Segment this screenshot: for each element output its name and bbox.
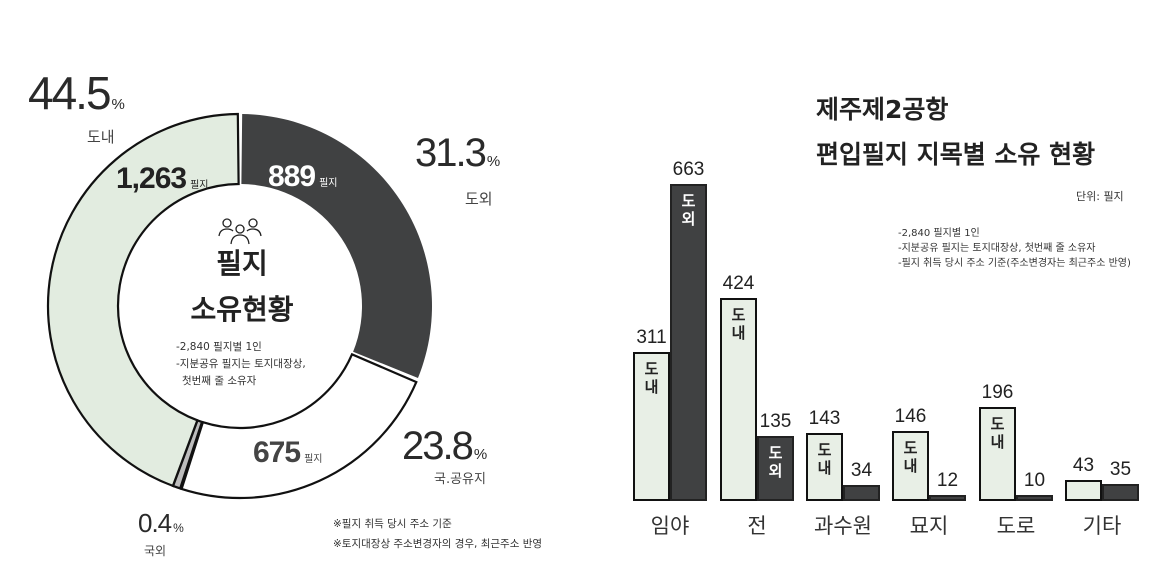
- foreign-label: 국외: [144, 544, 167, 558]
- donut-footnotes: ※필지 취득 당시 주소 기준 ※토지대장상 주소변경자의 경우, 최근주소 반…: [333, 514, 542, 554]
- bar-inlabel-outside: 도 외: [681, 192, 696, 228]
- bar-outside-1: [757, 436, 794, 501]
- bar-domestic-5: [1065, 480, 1102, 501]
- domestic-value: 1,263 필지: [116, 164, 208, 194]
- public-percent: 23.8%: [402, 426, 487, 466]
- bar-value-outside: 135: [759, 411, 792, 433]
- unit-label: 필지: [304, 454, 323, 465]
- center-notes: -2,840 필지별 1인 -지분공유 필지는 토지대장상, 첫번째 줄 소유자: [176, 339, 306, 390]
- unit-label: 단위: 필지: [1076, 190, 1124, 203]
- bar-domestic-2: [806, 432, 843, 501]
- domestic-percent-value: 44.5: [28, 67, 112, 119]
- domestic-percent: 44.5%: [28, 70, 125, 116]
- people-group-icon: [217, 216, 263, 246]
- center-note: -2,840 필지별 1인: [176, 341, 262, 353]
- bar-value-domestic: 311: [636, 327, 667, 349]
- bar-value-outside: 12: [936, 470, 959, 491]
- center-note: -지분공유 필지는 토지대장상,: [176, 358, 306, 370]
- bar-inlabel-outside: 도 외: [768, 444, 783, 481]
- bar-inlabel-domestic: 도 내: [731, 306, 746, 343]
- outside-label: 도외: [465, 190, 493, 208]
- unit-label: 필지: [319, 178, 338, 189]
- foreign-percent: 0.4%: [138, 510, 184, 536]
- outside-percent: 31.3%: [415, 133, 500, 173]
- bar-value-outside: 10: [1023, 470, 1046, 491]
- bar-value-domestic: 143: [808, 407, 841, 429]
- x-axis-label: 도로: [996, 514, 1036, 538]
- donut-segment-public: [180, 352, 418, 500]
- bar-outside-5: [1102, 484, 1139, 501]
- bar-value-outside: 34: [850, 459, 873, 481]
- outside-value: 889 필지: [268, 162, 337, 192]
- bar-inlabel-domestic: 도 내: [644, 360, 659, 397]
- unit-label: 필지: [190, 180, 209, 191]
- percent-sign: %: [111, 96, 125, 113]
- chart-note: -지분공유 필지는 토지대장상, 첫번째 줄 소유자: [898, 243, 1096, 254]
- public-label: 국.공유지: [434, 472, 486, 487]
- bar-value-domestic: 146: [894, 406, 927, 428]
- bar-value-domestic: 43: [1072, 455, 1095, 477]
- footnote: ※토지대장상 주소변경자의 경우, 최근주소 반영: [333, 538, 543, 550]
- bar-inlabel-domestic: 도 내: [903, 439, 918, 476]
- bar-outside-2: [843, 484, 880, 501]
- center-title-line2: 소유현황: [190, 293, 294, 326]
- chart-note: -2,840 필지별 1인: [898, 228, 980, 239]
- center-note: 첫번째 줄 소유자: [182, 375, 257, 387]
- bar-inlabel-domestic: 도 내: [990, 415, 1005, 452]
- x-axis-label: 과수원: [814, 514, 872, 538]
- public-count: 675: [253, 436, 301, 469]
- bar-domestic-3: [892, 431, 929, 501]
- percent-sign: %: [173, 521, 184, 535]
- x-axis-label: 전: [747, 514, 767, 538]
- foreign-percent-value: 0.4: [138, 508, 172, 538]
- x-axis-label: 묘지: [909, 514, 949, 538]
- bar-inlabel-domestic: 도 내: [817, 440, 832, 477]
- x-axis-label: 기타: [1082, 514, 1122, 538]
- bar-value-outside: 35: [1109, 459, 1132, 481]
- domestic-label: 도내: [87, 128, 115, 146]
- outside-count: 889: [268, 160, 316, 193]
- bar-domestic-4: [979, 407, 1016, 501]
- bar-outside-3: [929, 495, 966, 501]
- percent-sign: %: [473, 446, 488, 463]
- footnote: ※필지 취득 당시 주소 기준: [333, 518, 452, 530]
- bar-outside-0: [670, 184, 707, 501]
- bar-domestic-1: [720, 298, 757, 501]
- bar-chart-notes: -2,840 필지별 1인 -지분공유 필지는 토지대장상, 첫번째 줄 소유자…: [898, 226, 1131, 271]
- chart-note: -필지 취득 당시 주소 기준(주소변경자는 최근주소 반영): [898, 258, 1131, 269]
- bar-domestic-0: [633, 352, 670, 501]
- donut-segment-domestic: [46, 112, 240, 488]
- bar-outside-4: [1016, 495, 1053, 501]
- bar-value-outside: 663: [672, 159, 705, 180]
- x-axis-label: 임야: [650, 514, 690, 538]
- bar-value-domestic: 196: [981, 382, 1014, 404]
- donut-segment-outside: [241, 114, 432, 379]
- public-percent-value: 23.8: [402, 424, 474, 468]
- bar-value-domestic: 424: [722, 273, 755, 295]
- public-value: 675 필지: [253, 438, 322, 468]
- domestic-count: 1,263: [116, 162, 187, 195]
- chart-title-line2: 편입필지 지목별 소유 현황: [816, 140, 1096, 169]
- center-title-line1: 필지: [216, 247, 268, 280]
- outside-percent-value: 31.3: [415, 131, 487, 175]
- percent-sign: %: [486, 153, 501, 170]
- chart-title-line1: 제주제2공항: [816, 95, 949, 124]
